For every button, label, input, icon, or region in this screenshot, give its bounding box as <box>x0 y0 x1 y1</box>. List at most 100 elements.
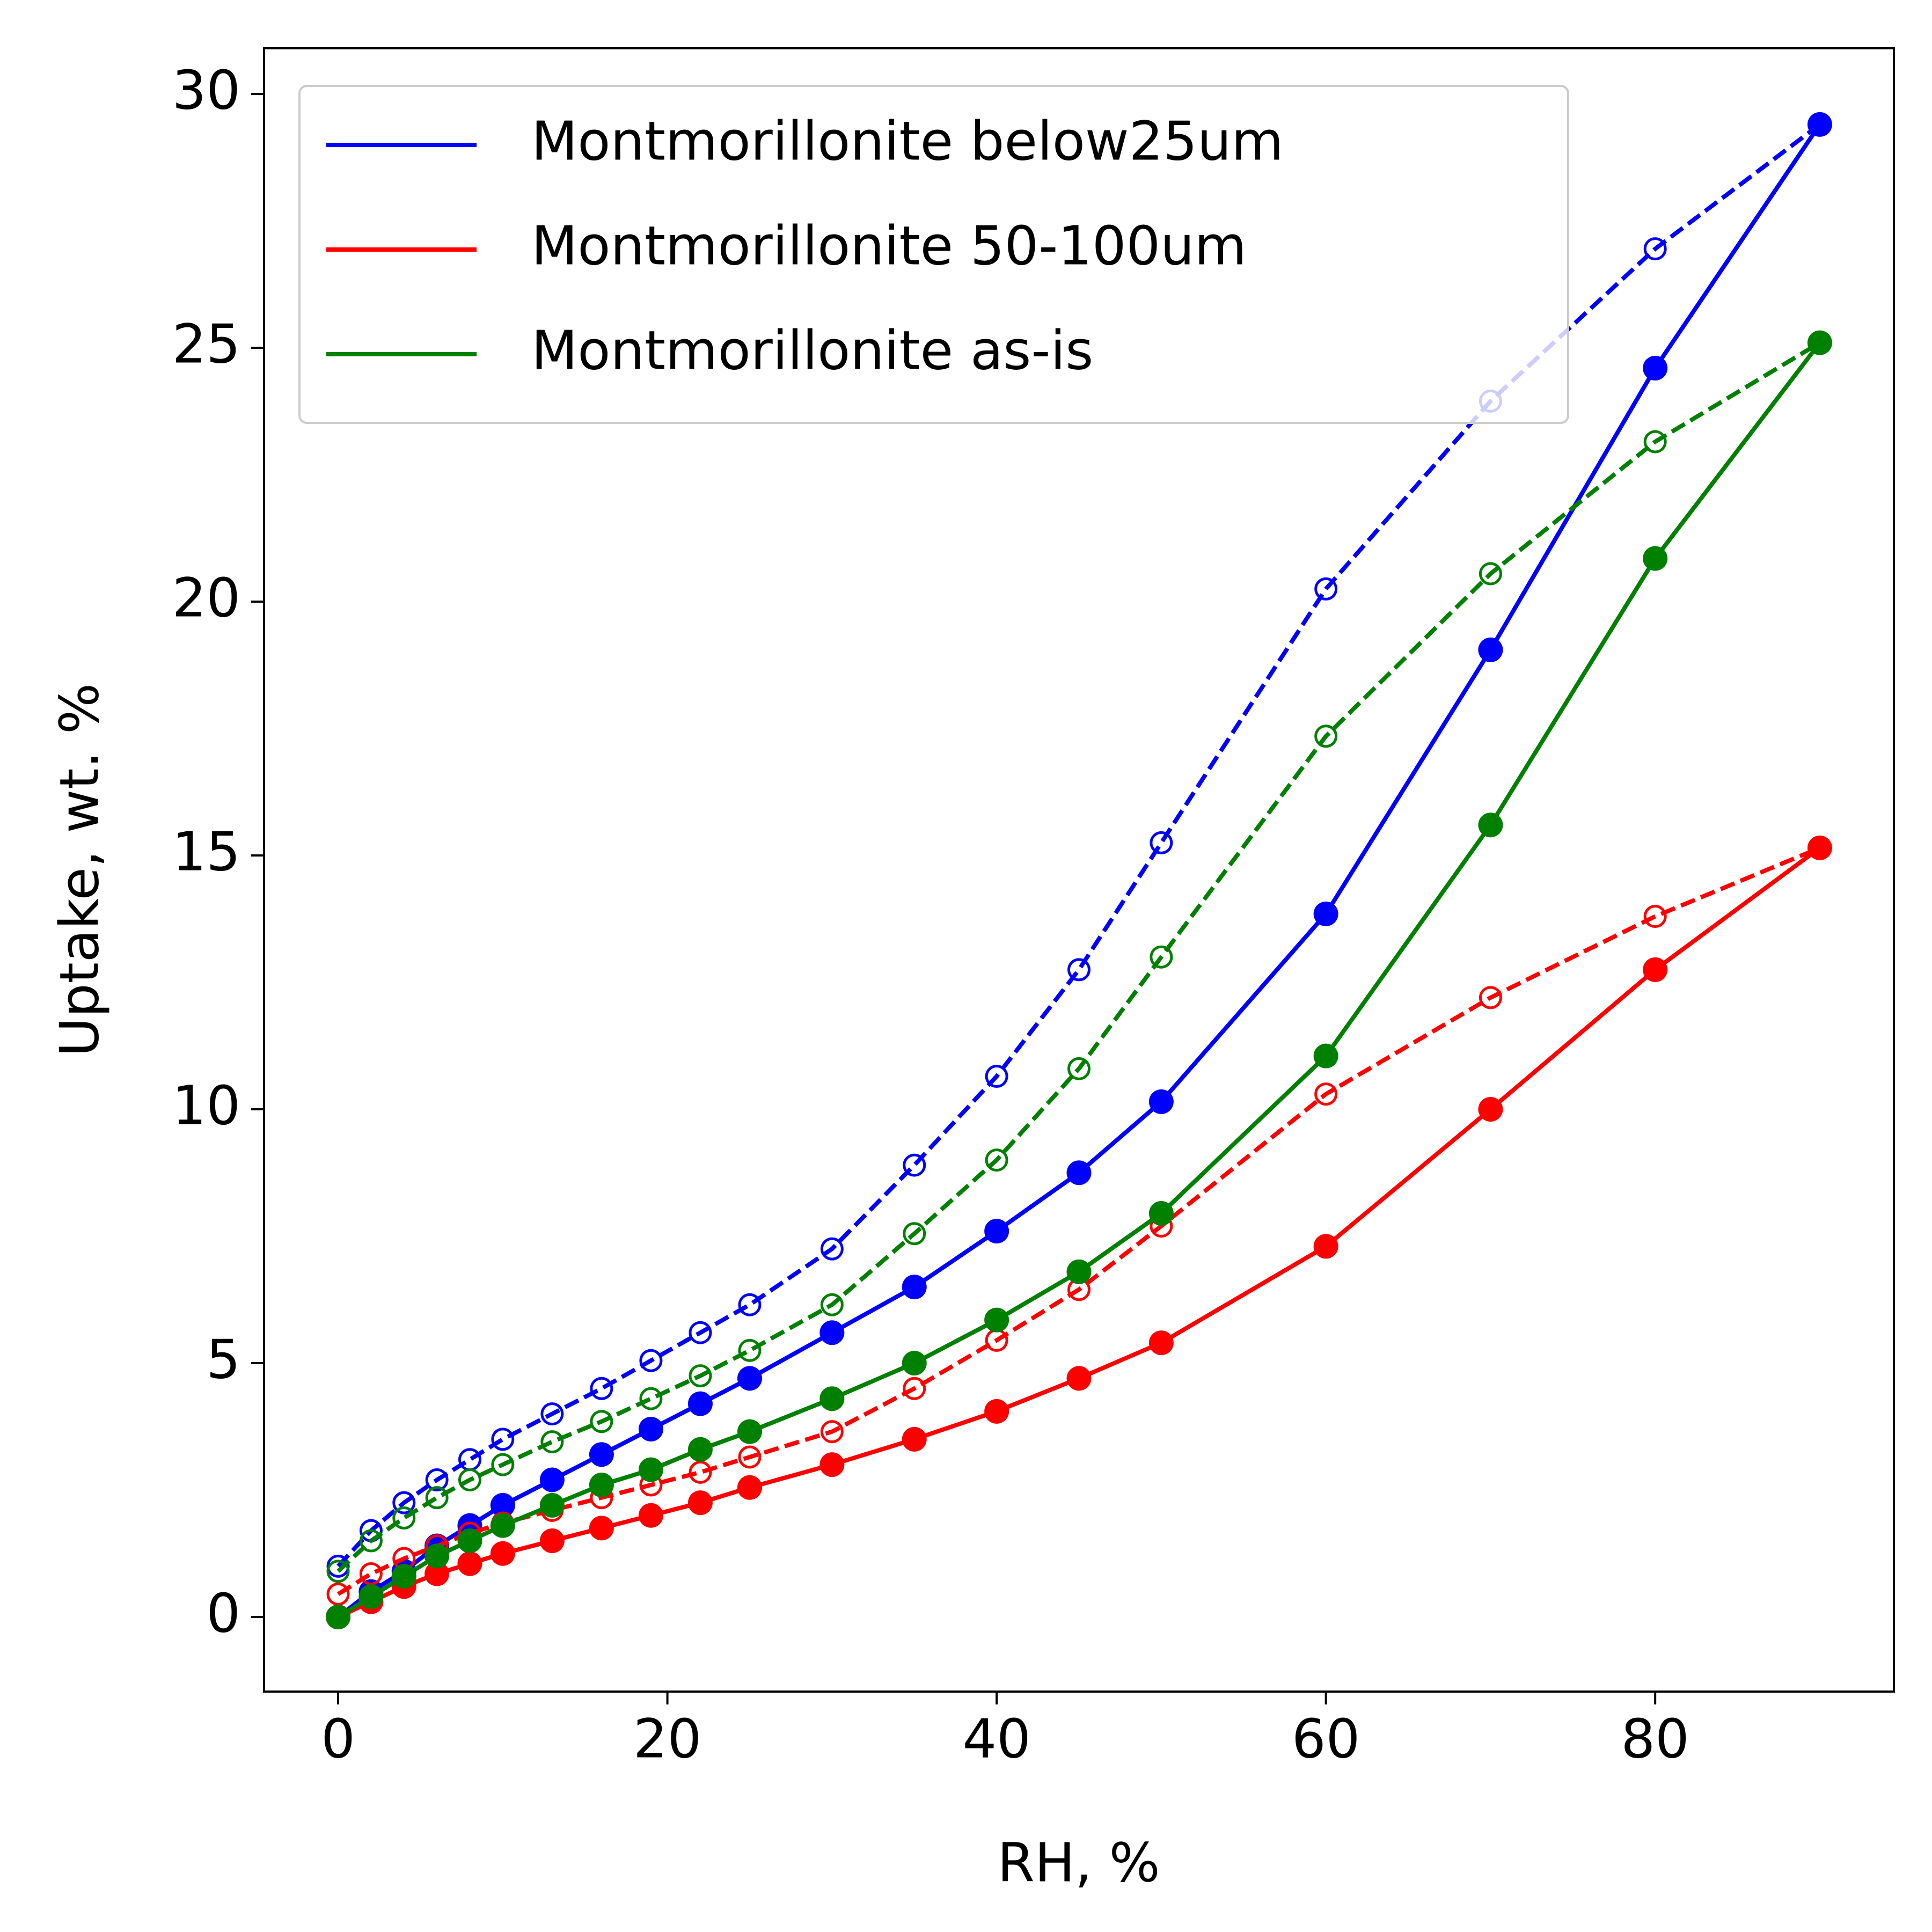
desorption-point <box>491 1453 515 1476</box>
adsorption-point <box>819 1320 845 1345</box>
adsorption-point <box>902 1426 927 1452</box>
adsorption-point <box>1643 546 1668 571</box>
y-axis-label: Uptake, wt. % <box>48 683 111 1057</box>
desorption-point <box>689 1321 712 1344</box>
y-tick-label: 30 <box>172 58 240 121</box>
desorption-point <box>359 1529 383 1553</box>
adsorption-point <box>589 1473 614 1498</box>
legend-entry-below25um: Montmorillonite below25um <box>326 109 1284 172</box>
desorption-point <box>985 1065 1008 1088</box>
x-axis-label: RH, % <box>997 1831 1160 1894</box>
adsorption-point <box>1313 1234 1338 1259</box>
x-axis: 0 20 40 60 80 <box>321 1692 1689 1770</box>
desorption-point <box>1150 945 1173 969</box>
adsorption-point <box>638 1457 663 1482</box>
legend-box <box>298 85 1569 424</box>
series-layer <box>326 112 1832 1629</box>
desorption-point <box>590 1410 613 1433</box>
x-tick-label: 20 <box>633 1707 701 1770</box>
desorption-point <box>1067 958 1091 982</box>
legend-entry-50-100um: Montmorillonite 50-100um <box>326 214 1247 277</box>
y-tick-label: 20 <box>172 566 240 629</box>
desorption-point <box>1643 430 1667 453</box>
adsorption-point <box>358 1584 384 1609</box>
desorption-line <box>336 122 1821 1568</box>
desorption-point <box>1314 577 1338 601</box>
desorption-point <box>738 1445 762 1469</box>
adsorption-point <box>737 1419 762 1444</box>
desorption-point <box>1643 237 1667 261</box>
desorption-point <box>738 1338 762 1362</box>
desorption-point <box>639 1387 663 1410</box>
adsorption-point <box>1478 813 1503 838</box>
adsorption-point <box>1313 1043 1338 1069</box>
adsorption-point <box>819 1386 845 1411</box>
desorption-line <box>336 846 1821 1596</box>
adsorption-point <box>326 1604 351 1629</box>
desorption-point <box>1479 986 1502 1009</box>
adsorption-point <box>589 1516 614 1541</box>
adsorption-point <box>539 1492 565 1518</box>
desorption-point <box>689 1460 712 1484</box>
desorption-point <box>425 1486 449 1510</box>
adsorption-point <box>457 1528 482 1554</box>
desorption-point <box>639 1349 663 1372</box>
desorption-point <box>590 1377 613 1400</box>
desorption-point <box>1314 724 1338 748</box>
adsorption-point <box>1478 1097 1503 1122</box>
adsorption-point <box>737 1475 762 1500</box>
desorption-point <box>1479 562 1502 586</box>
adsorption-point <box>589 1442 614 1467</box>
adsorption-point <box>1807 330 1832 355</box>
desorption-point <box>540 1402 564 1426</box>
legend-label-below25um: Montmorillonite below25um <box>531 109 1284 172</box>
adsorption-point <box>490 1513 515 1538</box>
adsorption-point <box>1148 1330 1174 1356</box>
y-axis: 0 5 10 15 20 25 30 <box>172 58 264 1644</box>
plot-frame <box>263 47 1895 1693</box>
adsorption-point <box>984 1399 1009 1424</box>
x-tick-label: 40 <box>962 1707 1030 1770</box>
desorption-point <box>1314 1082 1338 1106</box>
desorption-point <box>392 1506 416 1529</box>
desorption-point <box>359 1562 383 1586</box>
desorption-point <box>491 1428 515 1451</box>
adsorption-point <box>687 1437 713 1462</box>
desorption-point <box>1643 905 1667 928</box>
desorption-point <box>540 1430 564 1454</box>
desorption-line <box>336 341 1821 1573</box>
adsorption-point <box>1807 835 1832 860</box>
adsorption-point <box>687 1391 713 1416</box>
desorption-point <box>903 1222 926 1246</box>
adsorption-point <box>638 1416 663 1441</box>
adsorption-point <box>425 1561 450 1586</box>
adsorption-point <box>638 1503 663 1528</box>
legend-label-as-is: Montmorillonite as-is <box>531 319 1093 382</box>
desorption-point <box>326 1582 350 1606</box>
adsorption-point <box>1066 1366 1092 1391</box>
y-tick-label: 25 <box>172 312 240 375</box>
desorption-point <box>903 1377 926 1400</box>
adsorption-point <box>1478 637 1503 662</box>
desorption-point <box>820 1420 844 1444</box>
adsorption-point <box>425 1543 450 1569</box>
desorption-point <box>458 1468 481 1492</box>
legend: Montmorillonite below25um Montmorillonit… <box>298 85 1569 424</box>
y-tick-label: 5 <box>206 1328 240 1391</box>
adsorption-point <box>1066 1259 1092 1284</box>
series-3 <box>326 330 1832 1629</box>
adsorption-point <box>1643 957 1668 982</box>
adsorption-point <box>539 1528 565 1554</box>
x-tick-label: 0 <box>321 1707 355 1770</box>
desorption-point <box>1067 1057 1091 1080</box>
adsorption-point <box>902 1275 927 1300</box>
adsorption-point <box>1643 355 1668 380</box>
legend-label-50-100um: Montmorillonite 50-100um <box>531 214 1247 277</box>
x-tick-label: 60 <box>1292 1707 1360 1770</box>
adsorption-point <box>687 1490 713 1516</box>
adsorption-point <box>1148 1089 1174 1114</box>
adsorption-point <box>984 1219 1009 1244</box>
desorption-point <box>392 1491 416 1514</box>
desorption-point <box>326 1560 350 1583</box>
